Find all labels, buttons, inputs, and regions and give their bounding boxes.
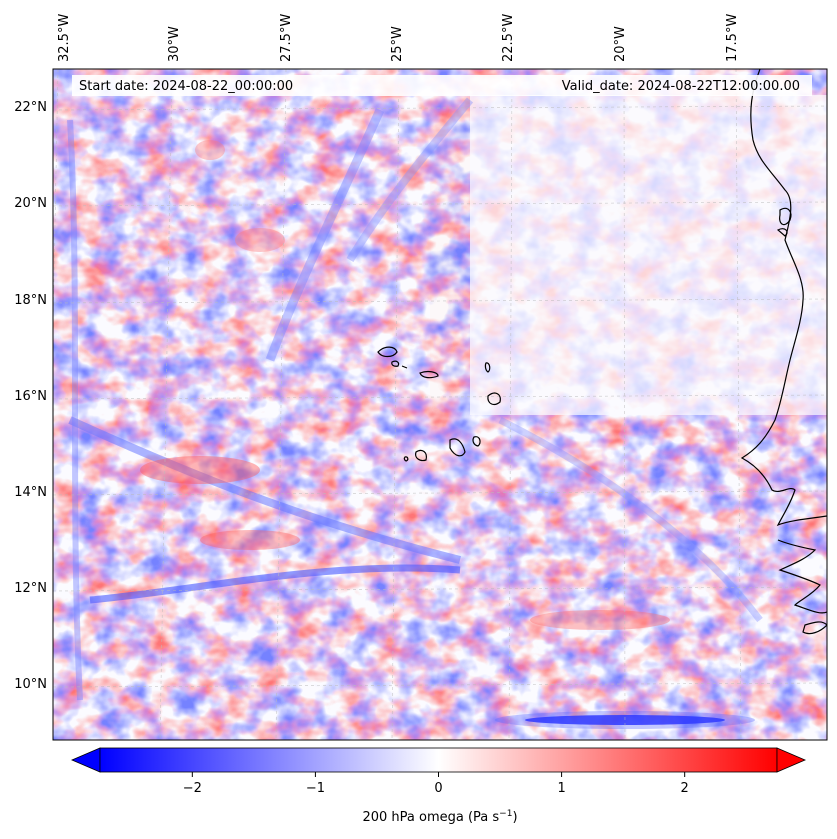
colorbar-tick-label: 1 [557, 781, 565, 796]
colorbar-extend-low [70, 747, 101, 773]
colorbar-tick-label: −1 [306, 781, 325, 796]
colorbar-gradient [99, 747, 778, 773]
colorbar-label-close: ) [512, 810, 517, 825]
colorbar-ticks: −2 −1 0 1 2 [183, 772, 689, 796]
lon-label: 25°W [390, 26, 405, 62]
island-santo-antao [377, 346, 398, 358]
colorbar-label-main: 200 hPa omega (Pa s [362, 810, 499, 825]
colorbar-extend-high [776, 747, 807, 773]
africa-coastline [740, 69, 827, 527]
lat-label: 16°N [14, 389, 47, 404]
island-santiago [449, 438, 466, 457]
omega-field [53, 69, 827, 740]
gridlines [53, 69, 827, 740]
lon-label: 27.5°W [279, 14, 294, 62]
lat-label: 18°N [14, 293, 47, 308]
lat-label: 12°N [14, 581, 47, 596]
longitude-labels: 32.5°W 30°W 27.5°W 25°W 22.5°W 20°W 17.5… [57, 14, 740, 62]
lat-label: 10°N [14, 677, 47, 692]
latitude-labels: 22°N 20°N 18°N 16°N 14°N 12°N 10°N [14, 100, 47, 692]
lat-label: 20°N [14, 196, 47, 211]
valid-date-annotation: Valid_date: 2024-08-22T12:00:00.00 [562, 79, 800, 94]
colorbar-tick-label: 2 [681, 781, 689, 796]
lon-label: 30°W [167, 26, 182, 62]
colorbar-tick-label: 0 [434, 781, 442, 796]
lon-label: 20°W [613, 26, 628, 62]
lon-label: 32.5°W [57, 14, 72, 62]
colorbar-tick-label: −2 [183, 781, 202, 796]
start-date-annotation: Start date: 2024-08-22_00:00:00 [79, 79, 293, 94]
coastlines [377, 69, 827, 635]
colorbar-label: 200 hPa omega (Pa s−1) [362, 809, 517, 825]
map-frame [52, 68, 828, 741]
lon-label: 22.5°W [501, 14, 516, 62]
lat-label: 14°N [14, 485, 47, 500]
colorbar: −2 −1 0 1 2 200 hPa omega (Pa s−1) [70, 747, 807, 825]
lon-label: 17.5°W [725, 14, 740, 62]
lat-label: 22°N [14, 100, 47, 115]
colorbar-label-exponent: −1 [499, 809, 512, 819]
